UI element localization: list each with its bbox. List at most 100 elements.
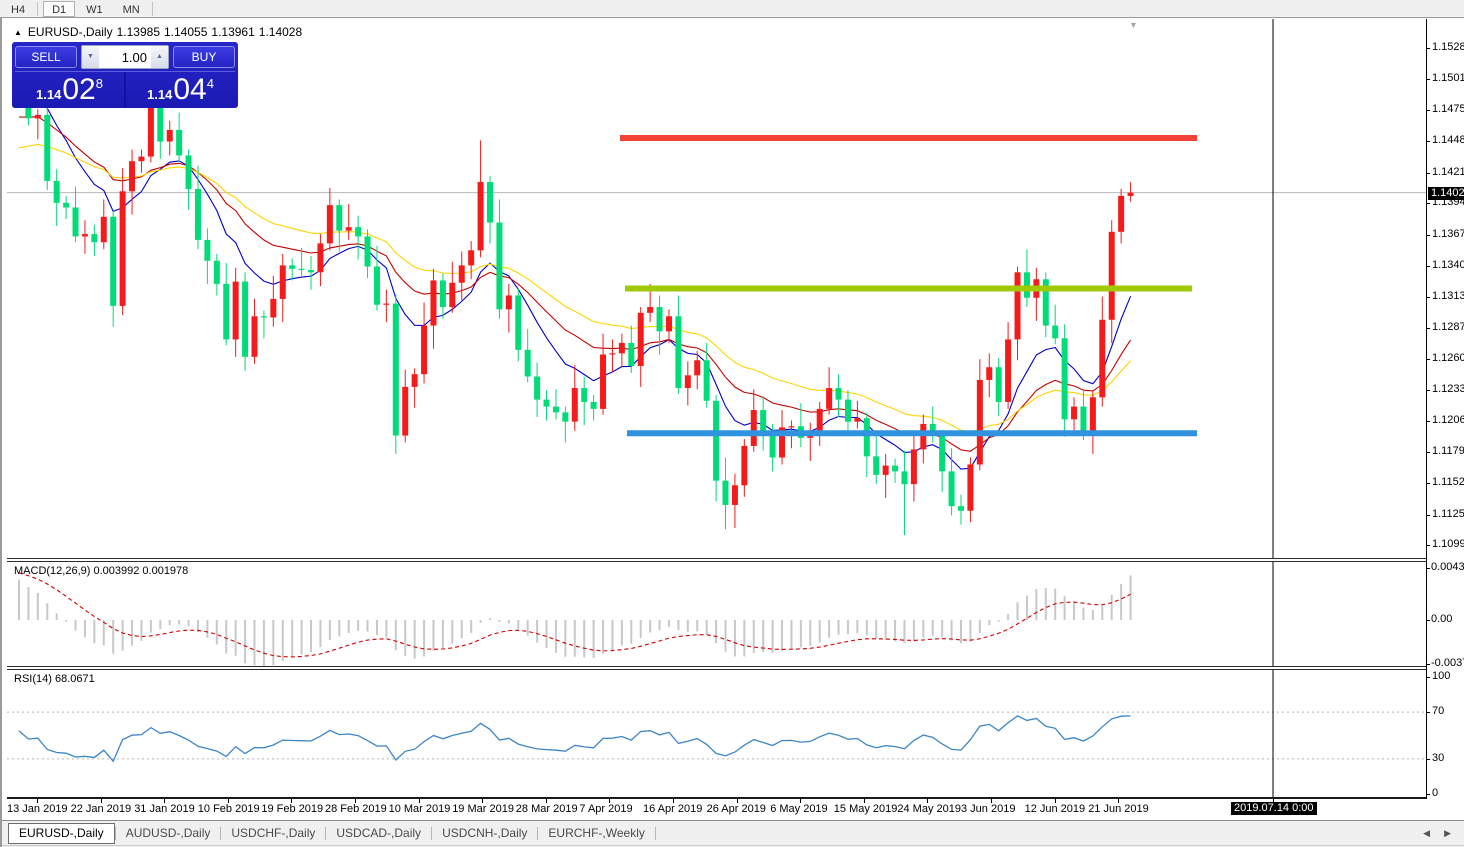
candle xyxy=(618,342,625,354)
price-axis-tick xyxy=(1427,234,1430,236)
sell-button[interactable]: SELL xyxy=(15,46,77,68)
price-axis-tick xyxy=(1427,514,1430,516)
price-axis-label: 1.11525 xyxy=(1432,476,1464,489)
candle xyxy=(722,480,729,505)
rsi-label: RSI(14) 68.0671 xyxy=(14,673,95,685)
price-axis-label: 1.11795 xyxy=(1432,445,1464,458)
candle xyxy=(251,316,258,357)
price-axis[interactable]: 1.14028 1.15285 1.15015 1.14750 1.14480 1.14… xyxy=(1426,19,1464,799)
tab-eurchf-weekly[interactable]: EURCHF-,Weekly xyxy=(548,825,645,840)
sell-price-display[interactable]: 1.14 02 8 xyxy=(15,72,124,107)
candle xyxy=(647,307,654,313)
timeframe-button-h4[interactable]: H4 xyxy=(11,3,26,16)
date-axis-tick xyxy=(37,799,38,803)
title-open: 1.13985 xyxy=(116,25,160,39)
candle xyxy=(816,408,823,435)
candle xyxy=(1118,195,1125,232)
title-symbol: EURUSD-,Daily xyxy=(27,25,113,39)
timeframe-button-d1[interactable]: D1 xyxy=(43,0,76,17)
candle xyxy=(779,427,786,458)
candle xyxy=(392,303,399,436)
buy-price-pips: 04 xyxy=(173,73,207,106)
tab-audusd-daily[interactable]: AUDUSD-,Daily xyxy=(125,825,211,840)
date-axis-label: 19 Mar 2019 xyxy=(452,803,514,815)
rsi-axis-label: 30 xyxy=(1432,751,1445,764)
price-axis-tick xyxy=(1427,358,1430,360)
volume-input[interactable] xyxy=(99,46,151,68)
main-chart-canvas[interactable] xyxy=(7,19,1426,559)
volume-decrease-icon[interactable]: ▼ xyxy=(82,46,99,68)
tab-separator xyxy=(114,826,116,840)
candle xyxy=(713,400,720,481)
candle xyxy=(411,374,418,387)
date-axis-label: 12 Jun 2019 xyxy=(1024,803,1086,815)
date-axis-tick xyxy=(227,799,229,803)
price-axis-label: 1.12870 xyxy=(1432,320,1464,333)
one-click-trading-panel: SELL ▼ ▲ BUY 1.14 02 8 1.14 04 4 xyxy=(12,42,238,108)
candle xyxy=(1005,339,1012,402)
macd-panel-canvas[interactable] xyxy=(7,561,1426,667)
timeframe-button-w1[interactable]: W1 xyxy=(86,3,103,16)
volume-increase-icon[interactable]: ▲ xyxy=(151,46,168,68)
collapse-panel-icon[interactable]: ▲ xyxy=(14,28,22,37)
tab-scroll-right-icon[interactable]: ▶ xyxy=(1444,827,1451,838)
rsi-panel-canvas[interactable] xyxy=(7,669,1426,799)
candle xyxy=(939,435,946,472)
date-axis-tick xyxy=(545,799,547,803)
price-axis-label: 1.15285 xyxy=(1432,41,1464,54)
candle xyxy=(336,205,343,231)
candle xyxy=(892,465,899,472)
candle xyxy=(505,295,512,310)
candle xyxy=(637,312,644,367)
date-axis-label: 7 Apr 2019 xyxy=(579,803,633,815)
macd-axis-tick xyxy=(1427,568,1430,570)
candle xyxy=(194,188,201,240)
candle xyxy=(458,265,465,283)
date-axis-label: 28 Mar 2019 xyxy=(515,803,578,815)
date-axis-label: 13 Jan 2019 xyxy=(7,803,68,815)
title-high: 1.14055 xyxy=(164,25,208,39)
candle xyxy=(72,207,79,237)
price-axis-label: 1.13135 xyxy=(1432,290,1464,303)
timeframe-button-mn[interactable]: MN xyxy=(122,3,140,16)
buy-price-display[interactable]: 1.14 04 4 xyxy=(126,72,235,107)
price-axis-tick xyxy=(1427,483,1430,485)
candle xyxy=(826,388,833,409)
tab-usdcad-daily[interactable]: USDCAD-,Daily xyxy=(336,825,422,840)
candle xyxy=(703,360,710,401)
buy-button[interactable]: BUY xyxy=(173,46,235,68)
tab-separator xyxy=(325,826,327,840)
candle xyxy=(63,202,70,208)
candle xyxy=(854,418,861,422)
candle xyxy=(873,456,880,475)
tab-usdchf-daily[interactable]: USDCHF-,Daily xyxy=(231,825,316,840)
candle xyxy=(34,114,41,119)
tab-scroll-left-icon[interactable]: ◀ xyxy=(1423,827,1431,838)
candle xyxy=(185,155,192,189)
tab-separator xyxy=(220,826,222,840)
price-axis-tick xyxy=(1427,545,1430,547)
macd-signal-line xyxy=(18,572,1131,658)
candle xyxy=(1071,406,1078,420)
date-axis-tick xyxy=(863,799,865,803)
candle xyxy=(1014,272,1021,340)
tab-usdcnh-daily[interactable]: USDCNH-,Daily xyxy=(442,825,528,840)
candle xyxy=(260,316,267,318)
date-axis[interactable]: 2019.07.14 0:00 13 Jan 2019 22 Jan 2019 31… xyxy=(7,799,1426,819)
candle xyxy=(1080,406,1087,434)
candle xyxy=(468,250,475,266)
tab-eurusd-daily[interactable]: EURUSD-,Daily xyxy=(8,822,115,844)
candle xyxy=(1127,192,1134,196)
candle xyxy=(976,379,983,465)
candle xyxy=(157,103,164,142)
candle xyxy=(920,423,927,450)
chart-window: ▲ EURUSD-,Daily 1.13985 1.14055 1.13961 1.140… xyxy=(0,18,1464,847)
chart-shift-marker-icon[interactable]: ▼ xyxy=(1129,20,1138,30)
date-axis-label: 22 Jan 2019 xyxy=(70,803,132,815)
candle xyxy=(769,433,776,458)
candle xyxy=(1023,272,1030,298)
candle xyxy=(524,349,531,377)
rsi-axis-tick xyxy=(1427,712,1430,714)
date-axis-tick xyxy=(736,799,738,803)
sell-price-pips: 02 xyxy=(62,73,96,106)
